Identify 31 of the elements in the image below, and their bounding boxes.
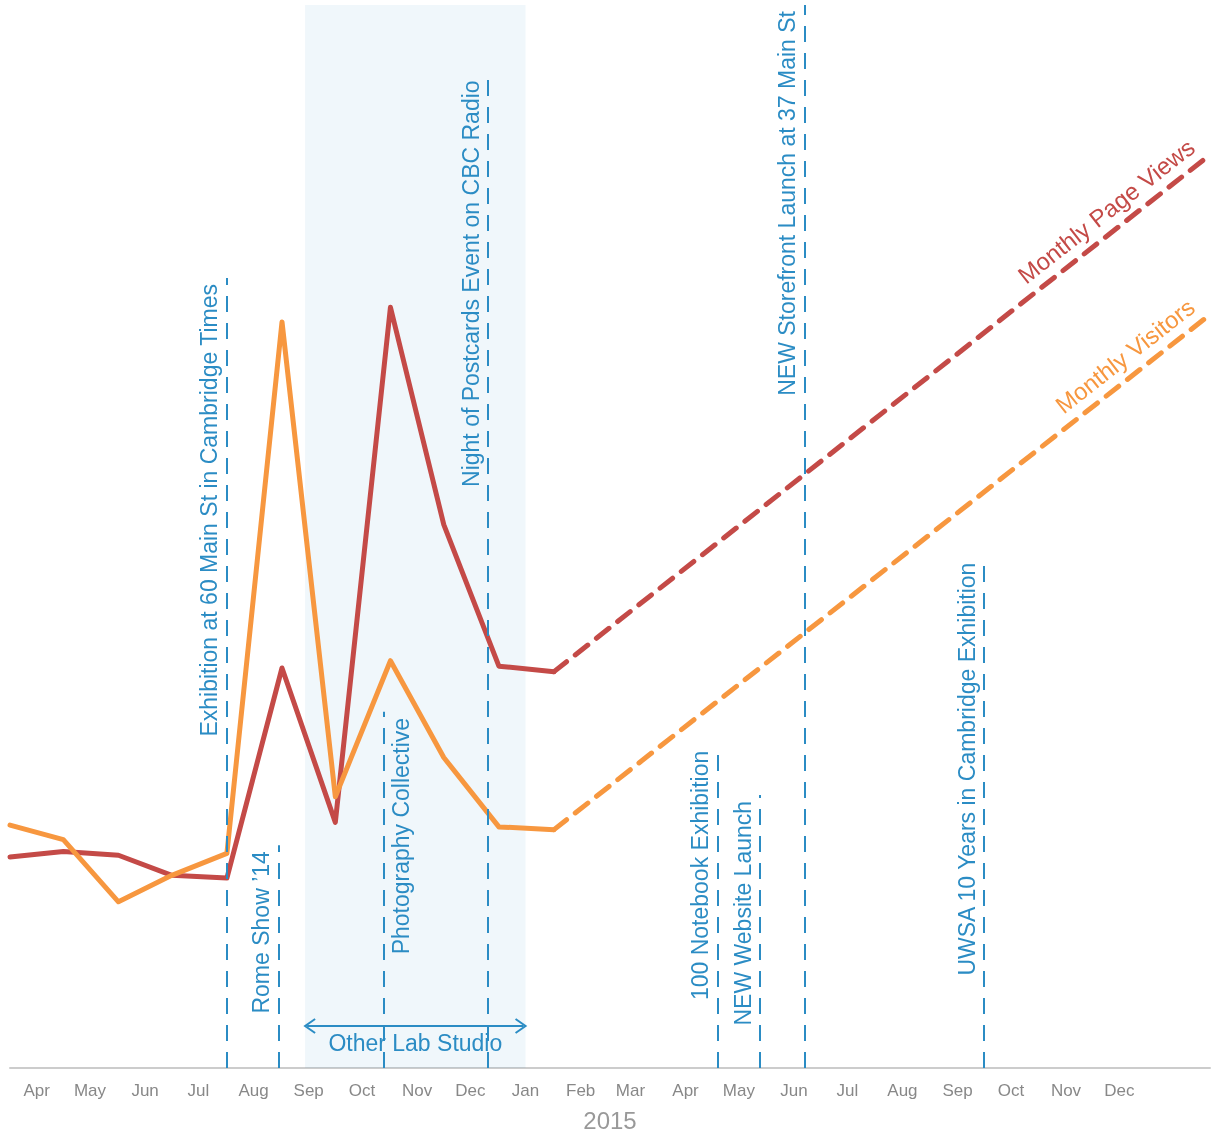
x-tick-label: Sep bbox=[942, 1081, 973, 1100]
x-tick-label: Jun bbox=[780, 1081, 808, 1100]
x-tick-label: Mar bbox=[615, 1081, 646, 1100]
x-tick-label: Feb bbox=[566, 1081, 596, 1100]
ref-line-label: NEW Storefront Launch at 37 Main St bbox=[774, 10, 801, 396]
x-tick-label: Dec bbox=[455, 1081, 487, 1100]
x-tick-label: May bbox=[722, 1081, 756, 1100]
x-axis-title: 2015 bbox=[583, 1106, 637, 1134]
ref-line-label: UWSA 10 Years in Cambridge Exhibition bbox=[953, 562, 980, 976]
x-tick-label: Apr bbox=[23, 1081, 51, 1100]
x-tick-label: Jul bbox=[187, 1081, 210, 1100]
ref-line-label: NEW Website Launch bbox=[729, 800, 756, 1026]
x-tick-label: May bbox=[73, 1081, 107, 1100]
x-tick-label: Jun bbox=[131, 1081, 159, 1100]
x-tick-label: Nov bbox=[1050, 1081, 1082, 1100]
x-tick-label: Oct bbox=[348, 1081, 376, 1100]
x-tick-label: Aug bbox=[887, 1081, 918, 1100]
ref-line-label: Rome Show ’14 bbox=[247, 850, 274, 1014]
ref-line-label: Exhibition at 60 Main St in Cambridge Times bbox=[196, 284, 223, 737]
band-label: Other Lab Studio bbox=[328, 1029, 503, 1057]
ref-line-label: 100 Notebook Exhibition bbox=[687, 750, 714, 1001]
x-tick-label: Dec bbox=[1104, 1081, 1135, 1100]
x-tick-label: Jul bbox=[836, 1081, 859, 1100]
x-tick-label: Aug bbox=[238, 1081, 269, 1100]
x-tick-label: Jan bbox=[511, 1081, 540, 1100]
x-tick-label: Sep bbox=[293, 1081, 324, 1100]
ref-line-label: Photography Collective bbox=[387, 717, 414, 955]
x-tick-label: Nov bbox=[401, 1081, 433, 1100]
x-tick-label: Oct bbox=[997, 1081, 1025, 1100]
ref-line-label: Night of Postcards Event on CBC Radio bbox=[457, 80, 484, 487]
x-tick-label: Apr bbox=[672, 1081, 700, 1100]
